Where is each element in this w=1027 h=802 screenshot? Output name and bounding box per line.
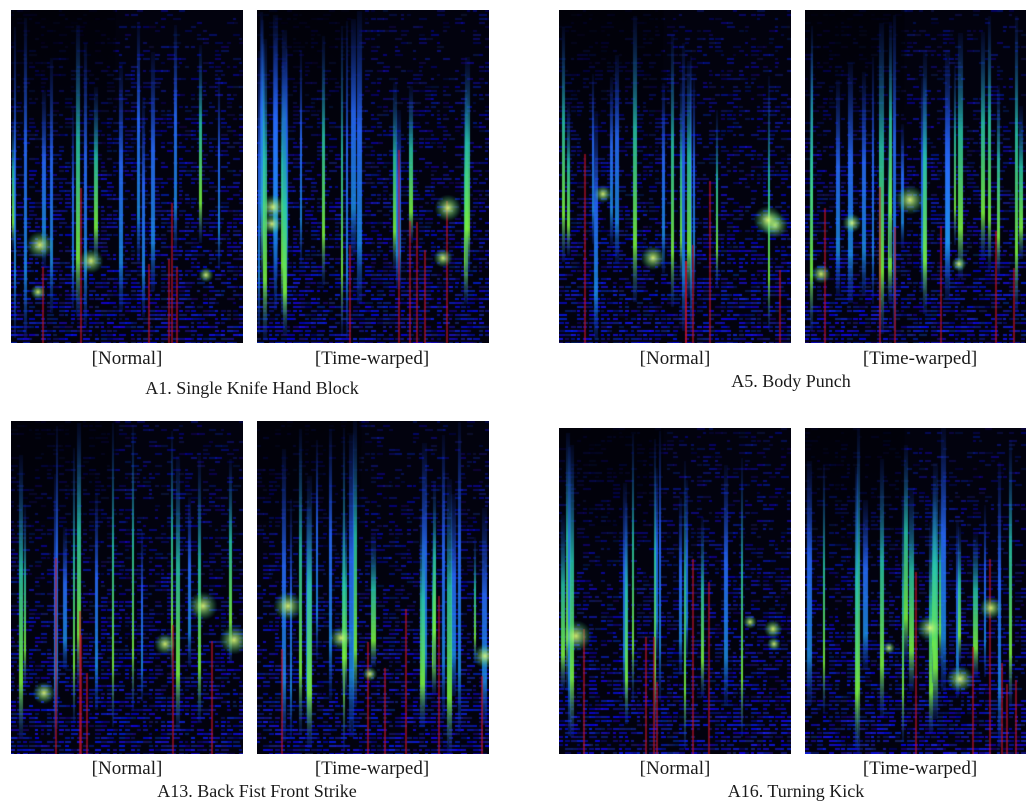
normal-label-a1: [Normal] — [91, 348, 163, 369]
time-warped-label-a5: [Time-warped] — [862, 348, 978, 369]
caption-a1: A1. Single Knife Hand Block — [145, 378, 359, 398]
normal-image-a5 — [559, 10, 791, 343]
time-warped-label-a16: [Time-warped] — [862, 758, 978, 779]
time-warped-image-a1 — [257, 10, 489, 343]
time-warped-image-a16 — [805, 428, 1026, 754]
normal-image-a13 — [11, 421, 243, 754]
caption-a16: A16. Turning Kick — [727, 781, 865, 801]
normal-image-a16 — [559, 428, 791, 754]
normal-label-a13: [Normal] — [91, 758, 163, 779]
normal-label-a16: [Normal] — [639, 758, 711, 779]
time-warped-label-a13: [Time-warped] — [314, 758, 430, 779]
normal-image-a1 — [11, 10, 243, 343]
time-warped-label-a1: [Time-warped] — [314, 348, 430, 369]
caption-a5: A5. Body Punch — [731, 371, 851, 391]
time-warped-image-a13 — [257, 421, 489, 754]
time-warped-image-a5 — [805, 10, 1026, 343]
normal-label-a5: [Normal] — [639, 348, 711, 369]
caption-a13: A13. Back Fist Front Strike — [157, 781, 357, 801]
